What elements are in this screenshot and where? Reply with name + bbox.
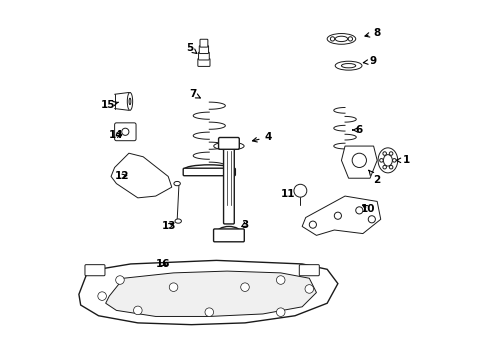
Circle shape (205, 308, 214, 316)
Circle shape (116, 276, 124, 284)
Ellipse shape (184, 165, 234, 174)
Ellipse shape (335, 61, 362, 70)
Text: 9: 9 (363, 57, 376, 66)
Circle shape (356, 207, 363, 214)
Circle shape (392, 158, 396, 162)
Circle shape (134, 306, 142, 315)
Ellipse shape (327, 33, 356, 44)
Circle shape (294, 184, 307, 197)
Ellipse shape (175, 219, 181, 223)
FancyBboxPatch shape (115, 123, 136, 141)
Ellipse shape (217, 226, 242, 241)
Text: 4: 4 (252, 132, 272, 142)
Circle shape (169, 283, 178, 292)
Circle shape (305, 285, 314, 293)
Ellipse shape (174, 181, 180, 186)
FancyBboxPatch shape (198, 59, 210, 66)
Circle shape (241, 283, 249, 292)
FancyBboxPatch shape (198, 52, 209, 60)
Ellipse shape (122, 128, 129, 135)
Polygon shape (342, 146, 377, 178)
Ellipse shape (342, 64, 356, 68)
Ellipse shape (214, 142, 244, 150)
Text: 1: 1 (396, 156, 411, 165)
Circle shape (334, 212, 342, 219)
Text: 8: 8 (365, 28, 381, 38)
Ellipse shape (335, 36, 348, 41)
Ellipse shape (127, 93, 133, 111)
Text: 16: 16 (156, 259, 171, 269)
Text: 13: 13 (162, 221, 176, 231)
Text: 10: 10 (361, 203, 375, 213)
Polygon shape (111, 153, 172, 198)
Circle shape (276, 308, 285, 316)
Circle shape (368, 216, 375, 223)
Text: 15: 15 (101, 100, 119, 110)
Text: 3: 3 (242, 220, 248, 230)
Polygon shape (302, 196, 381, 235)
Text: 2: 2 (369, 170, 381, 185)
Circle shape (98, 292, 106, 300)
FancyBboxPatch shape (199, 46, 209, 54)
FancyBboxPatch shape (299, 265, 319, 276)
Circle shape (383, 165, 387, 169)
Circle shape (309, 221, 317, 228)
Ellipse shape (129, 98, 131, 105)
FancyBboxPatch shape (223, 143, 234, 224)
FancyBboxPatch shape (219, 138, 239, 149)
Circle shape (383, 152, 387, 155)
Circle shape (276, 276, 285, 284)
FancyBboxPatch shape (214, 229, 245, 242)
Ellipse shape (378, 148, 398, 173)
FancyBboxPatch shape (200, 39, 208, 47)
Circle shape (390, 165, 393, 169)
Text: 12: 12 (115, 171, 129, 181)
Polygon shape (106, 271, 317, 316)
Polygon shape (79, 260, 338, 325)
Text: 7: 7 (190, 89, 200, 99)
Text: 11: 11 (281, 189, 301, 199)
Circle shape (348, 37, 352, 41)
Text: 6: 6 (353, 125, 363, 135)
FancyBboxPatch shape (183, 168, 235, 176)
Circle shape (330, 37, 335, 41)
Text: 5: 5 (186, 43, 197, 54)
Circle shape (352, 153, 367, 167)
Text: 14: 14 (109, 130, 123, 140)
FancyBboxPatch shape (85, 265, 105, 276)
Ellipse shape (383, 155, 392, 166)
Circle shape (380, 158, 383, 162)
Circle shape (390, 152, 393, 155)
